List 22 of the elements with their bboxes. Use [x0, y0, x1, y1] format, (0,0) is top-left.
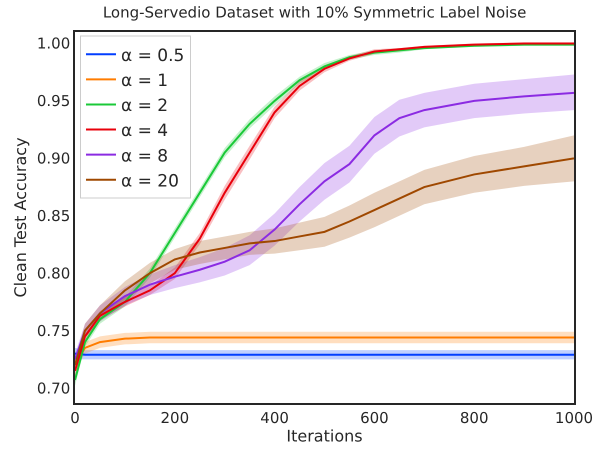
x-tick-label: 1000 [554, 408, 594, 427]
x-tick-label: 200 [160, 408, 190, 427]
x-tick-label: 400 [260, 408, 289, 427]
x-axis-title: Iterations [286, 426, 363, 446]
y-tick-label: 0.95 [36, 92, 70, 110]
legend-label: α = 2 [120, 96, 168, 116]
x-tick-label: 0 [70, 408, 80, 427]
y-tick-label: 0.70 [36, 379, 70, 398]
y-axis-title: Clean Test Accuracy [11, 137, 30, 298]
x-tick-label: 800 [460, 408, 489, 427]
x-tick-label: 600 [360, 408, 389, 427]
chart-title: Long-Servedio Dataset with 10% Symmetric Label Noise [102, 3, 526, 22]
legend-label: α = 4 [120, 121, 168, 142]
legend-label: α = 1 [120, 70, 168, 91]
legend-label: α = 8 [120, 146, 168, 166]
y-tick-label: 0.80 [36, 264, 70, 282]
y-tick-label: 0.90 [36, 150, 70, 168]
y-tick-label: 0.75 [36, 322, 70, 340]
legend-label: α = 0.5 [120, 46, 184, 66]
legend-label: α = 20 [120, 171, 179, 192]
y-tick-label: 1.00 [36, 34, 70, 53]
y-tick-label: 0.85 [36, 207, 70, 226]
